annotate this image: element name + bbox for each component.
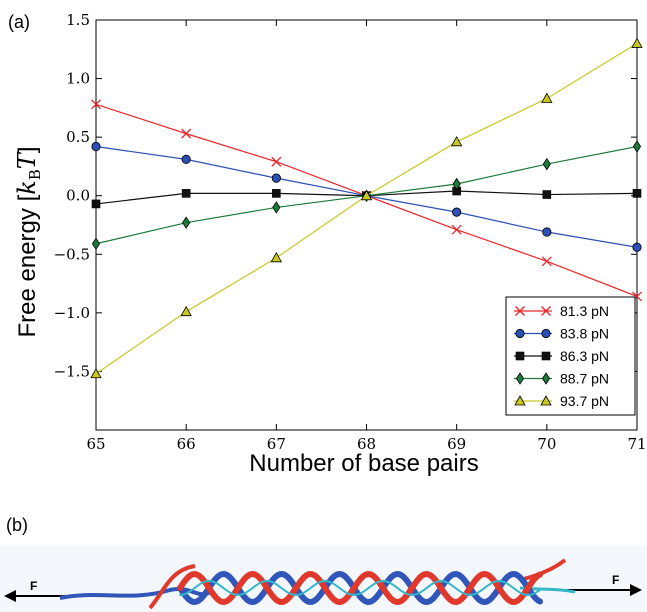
data-point — [452, 177, 461, 191]
y-tick-label: −0.5 — [54, 245, 90, 263]
data-point — [91, 199, 101, 209]
data-point — [181, 154, 191, 164]
legend-label: 86.3 pN — [560, 348, 609, 364]
x-tick-label: 67 — [267, 435, 286, 453]
data-point — [182, 216, 191, 229]
data-point-stroke — [181, 128, 192, 139]
data-point — [541, 256, 552, 267]
data-point-stroke — [541, 256, 552, 267]
panel-label-b: (b) — [6, 515, 28, 535]
data-point — [272, 189, 281, 198]
data-point — [631, 37, 643, 48]
data-point-stroke — [451, 224, 462, 235]
data-point — [181, 189, 191, 198]
data-point — [90, 367, 102, 379]
legend-marker — [541, 372, 551, 385]
data-point — [542, 190, 552, 199]
data-point — [452, 207, 462, 217]
x-tick-label: 71 — [627, 435, 646, 453]
data-point — [91, 237, 101, 250]
legend-marker — [541, 328, 551, 339]
left-arrowhead-icon — [4, 590, 16, 602]
legend-entry: 83.8 pN — [514, 326, 609, 342]
legend-marker — [541, 306, 551, 316]
legend-entry: 93.7 pN — [514, 393, 609, 409]
data-point — [541, 92, 553, 103]
red-strand — [177, 570, 543, 606]
y-tick-label: −1.5 — [54, 362, 90, 380]
legend-marker — [515, 306, 525, 316]
legend-label: 93.7 pN — [560, 393, 609, 409]
blue-strand — [177, 570, 543, 606]
data-point — [180, 305, 192, 317]
x-axis-label: Number of base pairs — [249, 450, 478, 477]
x-tick-label: 66 — [177, 435, 196, 453]
y-tick-label: −1.0 — [54, 304, 90, 322]
helix-strands — [59, 558, 576, 610]
y-tick-label: 0.5 — [66, 128, 90, 146]
legend-marker — [514, 395, 526, 406]
y-tick-label: 1.5 — [66, 11, 90, 29]
dna-helix-illustration: F F — [0, 545, 647, 612]
x-tick-label: 65 — [86, 435, 105, 453]
y-axis-label: Free energy [kBT] — [13, 147, 44, 338]
y-tick-label: 0.0 — [66, 187, 90, 205]
x-tick-label: 70 — [537, 435, 556, 453]
helix-background — [0, 545, 647, 612]
legend-marker — [515, 372, 525, 385]
left-tail-blue — [59, 586, 212, 600]
data-point-stroke — [271, 156, 282, 167]
data-point — [632, 189, 642, 198]
x-tick-label: 68 — [357, 435, 376, 453]
legend-marker — [540, 395, 552, 406]
legend-marker — [515, 351, 525, 361]
data-point — [181, 128, 192, 139]
series-4 — [90, 37, 643, 379]
right-force-label: F — [612, 573, 619, 587]
data-point — [91, 99, 101, 110]
legend-marker-stroke — [541, 306, 551, 316]
panel-label-a: (a) — [8, 12, 30, 32]
cyan-base-pairs — [179, 580, 541, 597]
data-point — [91, 141, 101, 152]
legend-marker — [515, 328, 525, 339]
data-point — [271, 156, 282, 167]
data-point — [632, 242, 642, 252]
data-point — [542, 157, 551, 171]
legend-entry: 81.3 pN — [514, 303, 609, 319]
data-point — [451, 224, 462, 235]
legend-marker-stroke — [515, 306, 525, 316]
data-point — [542, 227, 552, 237]
left-force-label: F — [30, 579, 37, 593]
data-point — [450, 136, 463, 147]
data-point — [271, 173, 281, 183]
data-point — [270, 251, 283, 263]
legend-label: 88.7 pN — [560, 371, 609, 387]
right-arrowhead-icon — [630, 584, 642, 596]
data-point — [632, 140, 642, 153]
plot-area: 65 66 67 68 69 70 71 1.5 1.0 0.5 0.0 −0.5 −1.0 −1.5 — [54, 11, 647, 453]
legend-entry: 88.7 pN — [514, 371, 609, 387]
legend-marker — [541, 351, 551, 361]
data-point-stroke — [91, 99, 101, 110]
legend-entry: 86.3 pN — [514, 348, 609, 364]
y-tick-label: 1.0 — [66, 70, 90, 88]
legend-label: 83.8 pN — [560, 326, 609, 342]
x-tick-label: 69 — [447, 435, 466, 453]
legend: 81.3 pN 83.8 pN 86.3 pN 88.7 pN 93.7 pN — [505, 296, 636, 416]
left-tail-red — [148, 564, 196, 610]
data-point — [360, 189, 373, 201]
legend-label: 81.3 pN — [560, 303, 609, 319]
data-point — [272, 201, 281, 214]
